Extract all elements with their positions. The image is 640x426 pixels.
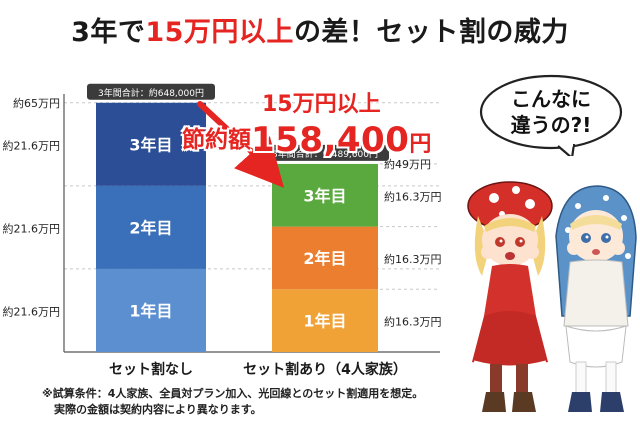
title-part-1: 3年で	[71, 17, 146, 48]
decrease-arrow	[197, 101, 285, 188]
segment-year-label: 1年目	[303, 312, 346, 331]
total-badge	[87, 83, 215, 100]
girl-blue-hood	[555, 185, 637, 412]
segment-year-label: 1年目	[129, 301, 172, 320]
category-label: セット割なし	[109, 361, 193, 378]
savings-callout: 15万円以上 節約額158,400円	[180, 86, 450, 176]
bar-segment	[272, 226, 378, 290]
savings-label: 節約額	[182, 127, 251, 153]
segment-value-label: 約21.6万円	[3, 304, 61, 318]
segment-value-label: 約21.6万円	[3, 138, 61, 152]
total-badge-text: 3年間合計：約489,600円	[272, 148, 378, 160]
page-title: 3年で15万円以上の差！セット割の威力	[0, 10, 640, 49]
segment-value-label: 約16.3万円	[384, 315, 442, 329]
footnote-line-1: ※試算条件：4人家族、全員対プラン加入、光回線とのセット割適用を想定。	[42, 387, 424, 400]
segment-year-label: 2年目	[303, 249, 346, 268]
segment-value-label: 約16.3万円	[384, 252, 442, 266]
category-label: セット割あり（4人家族）	[243, 361, 407, 378]
savings-amount-line: 節約額158,400円	[182, 120, 431, 160]
bubble-line-1: こんなに	[511, 87, 591, 111]
segment-value-label: 約21.6万円	[3, 221, 61, 235]
savings-headline: 15万円以上	[262, 92, 381, 117]
savings-amount: 158,400	[251, 120, 410, 160]
girl-red-hat	[467, 181, 553, 412]
speech-bubble-shape	[479, 74, 623, 156]
bar-segment	[96, 268, 206, 352]
segment-year-label: 3年目	[303, 186, 346, 205]
bubble-line-2: 違うの?!	[510, 113, 592, 137]
segment-value-label: 約16.3万円	[384, 189, 442, 203]
total-label: 約65万円	[13, 96, 60, 110]
title-part-2: の差！セット割の威力	[293, 17, 569, 48]
character-illustration	[467, 181, 637, 412]
bar-segment	[96, 102, 206, 186]
segment-year-label: 3年目	[129, 135, 172, 154]
bar-segment	[272, 163, 378, 227]
total-badge	[261, 144, 389, 161]
savings-unit: 円	[409, 132, 432, 157]
total-label: 約49万円	[384, 157, 431, 171]
title-highlight: 15万円以上	[145, 17, 294, 48]
segment-year-label: 2年目	[129, 218, 172, 237]
speech-bubble-text: こんなに 違うの?!	[476, 86, 626, 138]
bar-segment	[96, 185, 206, 269]
bars: 1年目約21.6万円2年目約21.6万円3年目約21.6万円約65万円3年間合計…	[3, 83, 442, 378]
total-badge-text: 3年間合計：約648,000円	[98, 87, 204, 99]
speech-bubble: こんなに 違うの?!	[476, 72, 626, 156]
footnote-line-2: 実際の金額は契約内容により異なります。	[54, 403, 262, 416]
bar-segment	[272, 289, 378, 352]
footnote: ※試算条件：4人家族、全員対プラン加入、光回線とのセット割適用を想定。 実際の金…	[42, 386, 423, 418]
